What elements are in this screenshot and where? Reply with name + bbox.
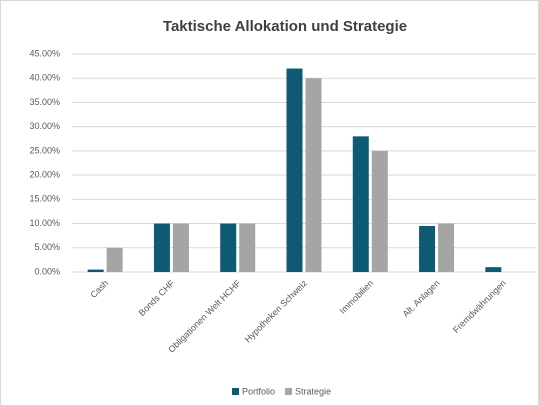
legend-label: Portfolio xyxy=(242,386,275,396)
bar xyxy=(106,247,123,272)
bar xyxy=(485,267,502,272)
y-tick-label: 30.00% xyxy=(29,121,60,131)
bar xyxy=(352,136,369,272)
y-tick-label: 10.00% xyxy=(29,218,60,228)
y-tick-label: 20.00% xyxy=(29,169,60,179)
y-tick-label: 40.00% xyxy=(29,73,60,83)
y-tick-label: 0.00% xyxy=(34,266,60,276)
bar xyxy=(87,269,104,272)
y-tick-label: 45.00% xyxy=(29,48,60,58)
y-tick-label: 5.00% xyxy=(34,242,60,252)
bar xyxy=(220,223,237,272)
bar xyxy=(153,223,170,272)
legend-swatch xyxy=(285,388,293,395)
bar xyxy=(419,225,436,272)
bar xyxy=(438,223,455,272)
bar xyxy=(172,223,189,272)
legend-label: Strategie xyxy=(295,386,331,396)
bar xyxy=(371,150,388,272)
bar xyxy=(305,78,322,272)
chart-title: Taktische Allokation und Strategie xyxy=(163,18,407,35)
y-tick-label: 15.00% xyxy=(29,194,60,204)
y-tick-label: 25.00% xyxy=(29,145,60,155)
bar xyxy=(286,68,303,273)
bar xyxy=(239,223,256,272)
legend-swatch xyxy=(232,388,239,395)
y-tick-label: 35.00% xyxy=(29,97,60,107)
